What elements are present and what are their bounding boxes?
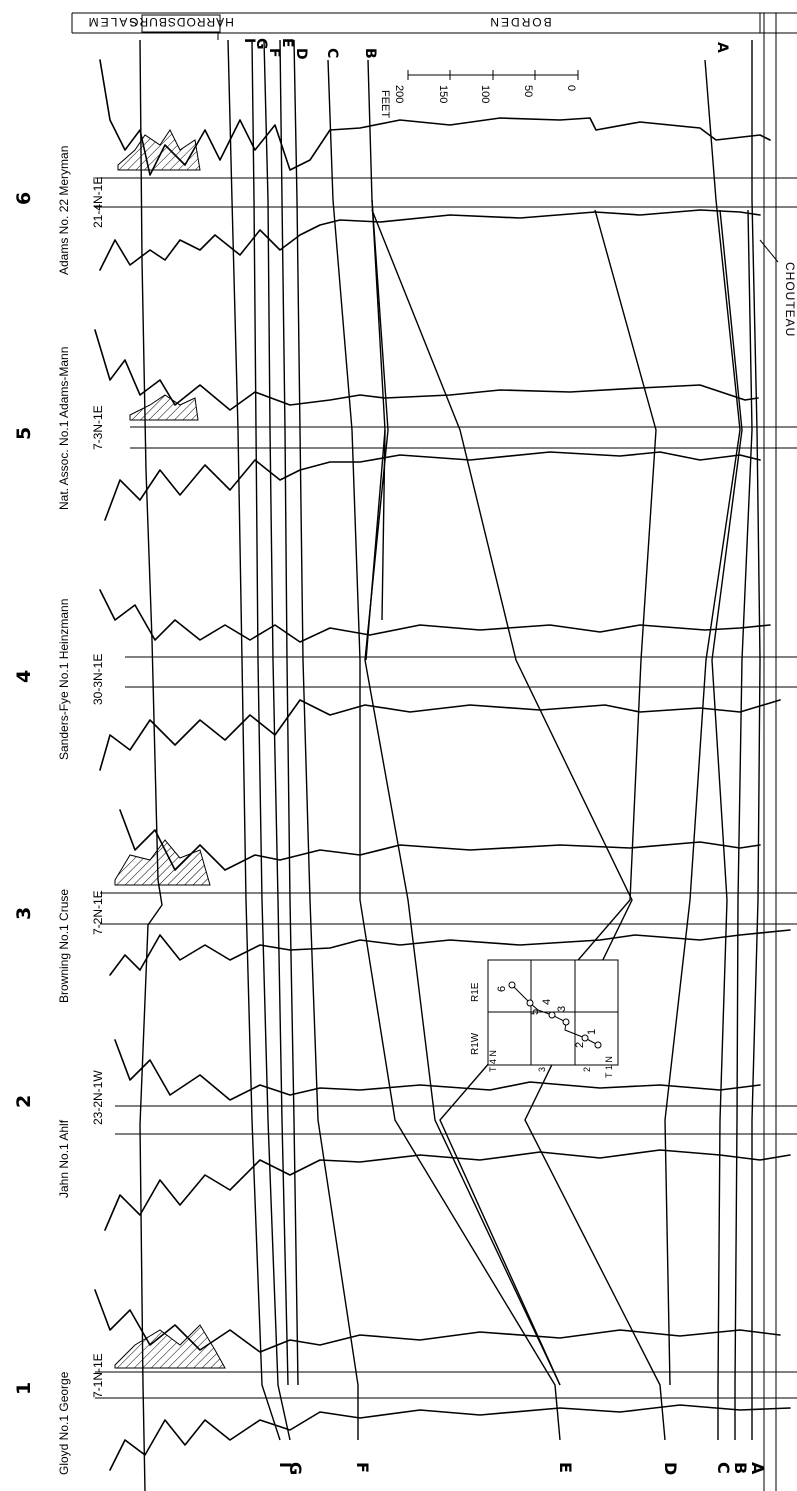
index-map: R1W R1E T 4 N 3 2 T 1 N 6 5 4 3 2 1: [470, 959, 619, 1078]
well-2-number: 2: [13, 1095, 35, 1108]
correlation-e: [279, 39, 299, 1386]
marker-labels-bottom: I G F E D C B A: [276, 1462, 767, 1475]
marker-f-top: F: [266, 48, 282, 58]
well-2-name: Jahn No.1 Ahlf: [57, 1119, 71, 1198]
log-curves: [94, 59, 791, 1471]
township-3: 3: [537, 1067, 547, 1072]
chouteau-annotation: CHOUTEAU: [759, 239, 797, 337]
range-label-east: R1E: [470, 982, 481, 1002]
well-1-location: 7-1N-1E: [91, 1353, 105, 1398]
well-2-location: 23-2N-1W: [91, 1070, 105, 1125]
correlation-mid-2: [439, 209, 657, 1386]
correlation-b-lower: [734, 209, 753, 1440]
correlation-i: [227, 39, 281, 1441]
scale-unit: FEET: [379, 90, 391, 118]
marker-a-top: A: [714, 42, 730, 53]
scale-tick-100: 100: [479, 85, 491, 103]
marker-d-top: D: [293, 48, 309, 60]
marker-g-bottom: G: [286, 1462, 305, 1475]
well-3-number: 3: [13, 907, 35, 920]
correlation-c-lower: [711, 209, 743, 1440]
correlation-c-upper: [327, 59, 561, 1441]
correlation-a-lower: [751, 40, 761, 1440]
hatched-zones: [114, 129, 226, 1369]
marker-d-bottom: D: [661, 1462, 680, 1475]
correlation-d-upper: [293, 39, 359, 1440]
scale-tick-200: 200: [393, 85, 405, 103]
marker-i-top: I: [241, 38, 257, 43]
well-4-name: Sanders-Fye No.1 Heinzmann: [57, 599, 71, 760]
well-5-number: 5: [13, 427, 35, 440]
well-3-location: 7-2N-1E: [91, 890, 105, 935]
well-5-name: Nat. Assoc. No.1 Adams-Mann: [57, 347, 71, 510]
scale-tick-50: 50: [522, 85, 534, 97]
index-well-1: 1: [586, 1029, 598, 1035]
marker-c-top: C: [324, 48, 340, 58]
scale-bar: FEET 200 150 100 50 0: [379, 70, 579, 118]
correlation-lines: [139, 39, 761, 1491]
index-well-3: 3: [556, 1006, 568, 1012]
marker-b-top: B: [362, 48, 378, 59]
index-well-2: 2: [574, 1042, 586, 1048]
well-4-number: 4: [13, 670, 35, 683]
well-1-number: 1: [13, 1382, 35, 1395]
formation-band: SALEM HARRODSBURG BORDEN: [71, 12, 797, 1491]
scale-tick-150: 150: [437, 85, 449, 103]
borden-label: BORDEN: [488, 15, 551, 29]
chouteau-label: CHOUTEAU: [783, 262, 797, 337]
range-label-west: R1W: [470, 1032, 481, 1055]
index-well-4: 4: [541, 999, 553, 1005]
marker-i-bottom: I: [276, 1462, 295, 1468]
well-5-location: 7-3N-1E: [91, 405, 105, 450]
correlation-b-upper: [364, 59, 561, 1386]
salem-harrodsburg-contact: [139, 39, 163, 1491]
marker-c-bottom: C: [714, 1462, 733, 1474]
marker-g-top: G: [253, 38, 269, 50]
scale-tick-0: 0: [565, 85, 577, 91]
well-6-number: 6: [13, 192, 35, 205]
correlation-mid-1: [371, 209, 666, 1441]
well-6-location: 21-4N-1E: [91, 177, 105, 228]
marker-e-bottom: E: [556, 1462, 575, 1473]
index-well-5: 5: [529, 1009, 541, 1015]
correlation-d-lower: [664, 59, 741, 1386]
township-2: 2: [582, 1067, 592, 1072]
marker-e-top: E: [279, 38, 295, 48]
well-boreholes: [95, 177, 797, 1399]
marker-b-bottom: B: [731, 1462, 750, 1474]
well-1-name: Gloyd No.1 George: [57, 1371, 71, 1475]
harrodsburg-label: HARRODSBURG: [128, 15, 234, 29]
well-headers: 1 Gloyd No.1 George 7-1N-1E 2 Jahn No.1 …: [13, 146, 105, 1475]
marker-f-bottom: F: [353, 1462, 372, 1473]
well-4-location: 30-3N-1E: [91, 654, 105, 705]
marker-labels-top: I G F E D C B A: [241, 38, 730, 60]
township-t1n: T 1 N: [604, 1056, 614, 1078]
township-t4n: T 4 N: [488, 1050, 498, 1072]
well-3-name: Browning No.1 Cruse: [57, 889, 71, 1003]
well-6-name: Adams No. 22 Meryman: [57, 146, 71, 275]
correlation-f: [263, 39, 289, 1386]
salem-label: SALEM: [87, 15, 138, 29]
marker-a-bottom: A: [748, 1462, 767, 1475]
index-well-6: 6: [496, 986, 508, 992]
